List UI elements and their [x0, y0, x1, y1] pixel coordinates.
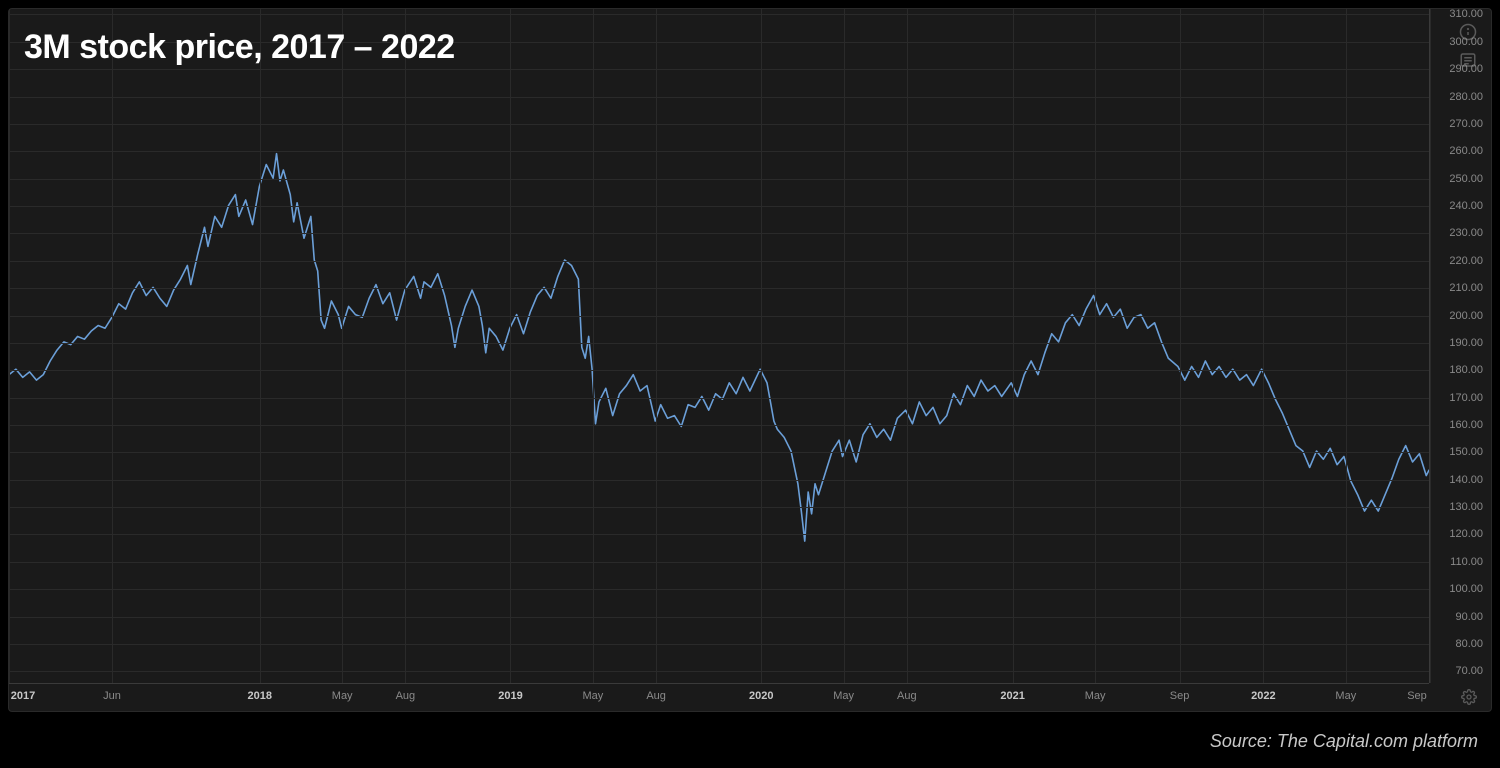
y-axis-label: 90.00 — [1455, 611, 1483, 623]
x-axis-label: May — [833, 690, 854, 702]
gridline-v — [761, 9, 762, 683]
y-axis-label: 120.00 — [1449, 528, 1483, 540]
gridline-h — [9, 288, 1429, 289]
chart-container: 3M stock price, 2017 – 2022 70.00 80.00 90… — [0, 0, 1500, 768]
x-axis-label: May — [332, 690, 353, 702]
info-icon[interactable] — [1459, 23, 1477, 41]
y-axis-label: 170.00 — [1449, 392, 1483, 404]
gridline-h — [9, 671, 1429, 672]
gridline-h — [9, 206, 1429, 207]
y-axis-label: 270.00 — [1449, 118, 1483, 130]
x-axis: 2017 Jun 2018 May Aug 2019 May Aug 2020 May Aug 202… — [9, 683, 1429, 711]
gridline-v — [342, 9, 343, 683]
plot-area[interactable] — [9, 9, 1429, 683]
gridline-v — [1095, 9, 1096, 683]
y-axis-label: 210.00 — [1449, 282, 1483, 294]
gridline-h — [9, 151, 1429, 152]
x-axis-label: Sep — [1170, 690, 1190, 702]
x-axis-label: Sep — [1407, 690, 1427, 702]
gridline-h — [9, 179, 1429, 180]
x-axis-label: May — [583, 690, 604, 702]
gridline-h — [9, 425, 1429, 426]
gridline-h — [9, 644, 1429, 645]
gridline-v — [1013, 9, 1014, 683]
x-axis-label: May — [1085, 690, 1106, 702]
x-axis-label: Aug — [396, 690, 416, 702]
x-axis-label: 2017 — [11, 690, 35, 702]
gridline-v — [405, 9, 406, 683]
gridline-h — [9, 480, 1429, 481]
gridline-h — [9, 617, 1429, 618]
chart-panel: 70.00 80.00 90.00 100.00 110.00 120.00 130.00 1… — [8, 8, 1492, 712]
y-axis-label: 160.00 — [1449, 419, 1483, 431]
x-axis-label: 2021 — [1000, 690, 1024, 702]
y-axis-label: 110.00 — [1450, 556, 1483, 568]
gridline-h — [9, 261, 1429, 262]
y-axis-label: 280.00 — [1449, 91, 1483, 103]
gear-icon[interactable] — [1461, 689, 1477, 705]
y-axis-label: 100.00 — [1449, 583, 1483, 595]
gridline-h — [9, 97, 1429, 98]
gridline-h — [9, 124, 1429, 125]
gridline-h — [9, 14, 1429, 15]
y-axis: 70.00 80.00 90.00 100.00 110.00 120.00 130.00 1… — [1429, 9, 1491, 683]
x-axis-label: 2018 — [247, 690, 271, 702]
gridline-h — [9, 398, 1429, 399]
gridline-v — [510, 9, 511, 683]
gridline-h — [9, 589, 1429, 590]
x-axis-label: Jun — [103, 690, 121, 702]
gridline-v — [112, 9, 113, 683]
y-axis-label: 200.00 — [1449, 310, 1483, 322]
y-axis-label: 130.00 — [1449, 501, 1483, 513]
x-axis-label: 2020 — [749, 690, 773, 702]
gridline-v — [1263, 9, 1264, 683]
gridline-h — [9, 507, 1429, 508]
gridline-v — [844, 9, 845, 683]
gridline-v — [907, 9, 908, 683]
list-icon[interactable] — [1459, 51, 1477, 69]
y-axis-label: 240.00 — [1449, 200, 1483, 212]
gridline-v — [656, 9, 657, 683]
x-axis-label: 2022 — [1251, 690, 1275, 702]
price-line — [9, 9, 1429, 683]
y-axis-label: 150.00 — [1449, 446, 1483, 458]
gridline-h — [9, 534, 1429, 535]
y-axis-label: 230.00 — [1449, 227, 1483, 239]
side-icons — [1459, 23, 1477, 69]
x-axis-label: Aug — [646, 690, 666, 702]
source-caption: Source: The Capital.com platform — [1210, 731, 1478, 752]
y-axis-label: 70.00 — [1455, 665, 1483, 677]
y-axis-label: 80.00 — [1455, 638, 1483, 650]
gridline-v — [9, 9, 10, 683]
x-axis-label: 2019 — [498, 690, 522, 702]
y-axis-label: 260.00 — [1449, 145, 1483, 157]
gridline-h — [9, 69, 1429, 70]
x-axis-label: May — [1335, 690, 1356, 702]
gridline-h — [9, 452, 1429, 453]
gridline-v — [593, 9, 594, 683]
gridline-h — [9, 233, 1429, 234]
gridline-h — [9, 316, 1429, 317]
y-axis-label: 250.00 — [1449, 173, 1483, 185]
y-axis-label: 190.00 — [1449, 337, 1483, 349]
y-axis-label: 310.00 — [1449, 8, 1483, 20]
gridline-h — [9, 343, 1429, 344]
chart-title: 3M stock price, 2017 – 2022 — [24, 28, 455, 67]
gridline-h — [9, 562, 1429, 563]
y-axis-label: 140.00 — [1449, 474, 1483, 486]
gridline-v — [260, 9, 261, 683]
y-axis-label: 220.00 — [1449, 255, 1483, 267]
x-axis-label: Aug — [897, 690, 917, 702]
y-axis-label: 180.00 — [1449, 364, 1483, 376]
gridline-v — [1180, 9, 1181, 683]
gridline-h — [9, 370, 1429, 371]
gridline-v — [1346, 9, 1347, 683]
